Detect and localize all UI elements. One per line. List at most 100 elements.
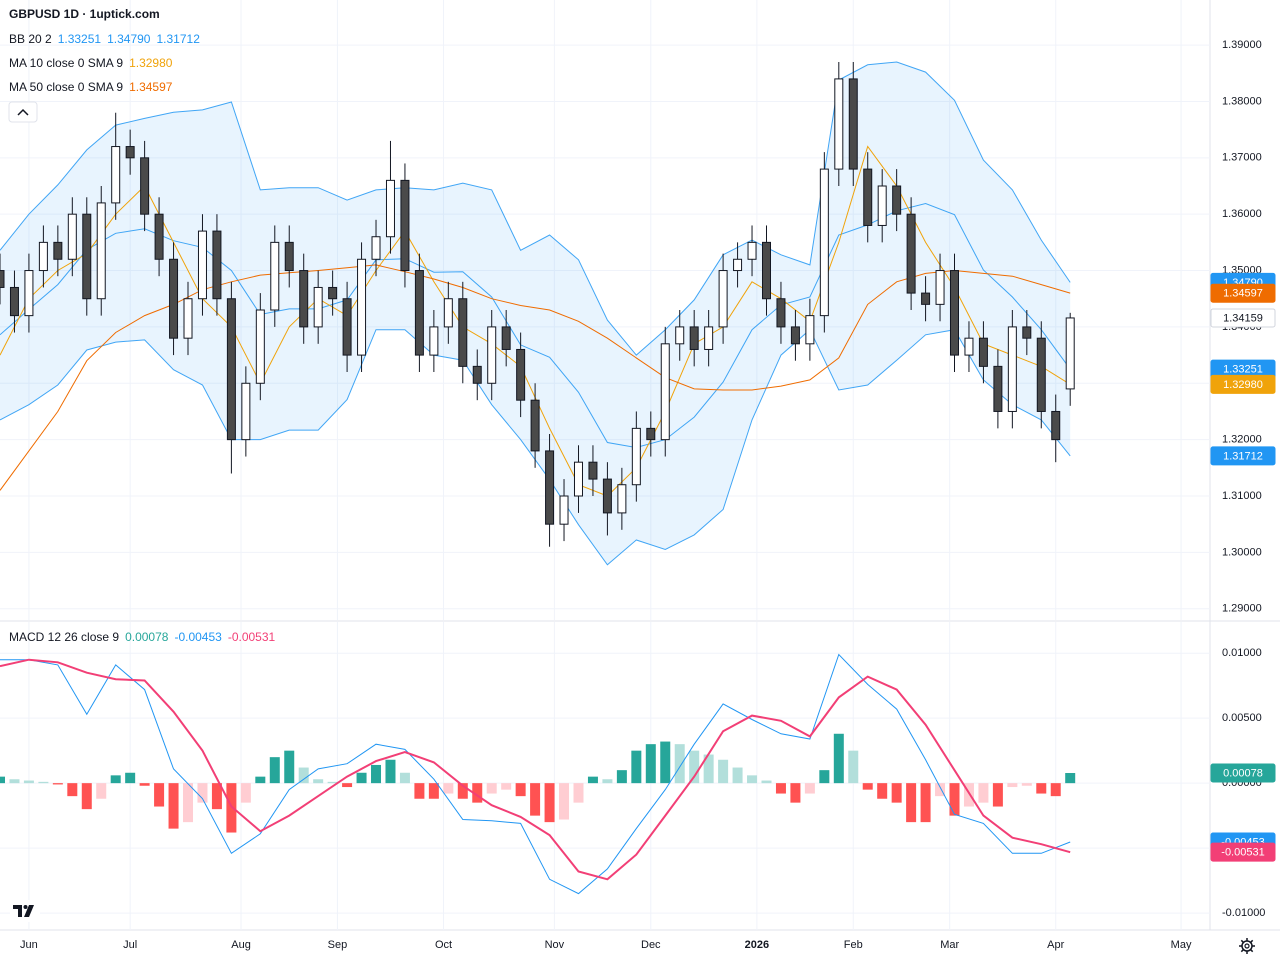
price-tag: -0.00531	[1210, 842, 1276, 862]
candle-body	[761, 241, 771, 300]
histogram-bar	[154, 783, 165, 807]
candle	[125, 129, 135, 175]
candle-body	[96, 202, 106, 300]
macd-line	[0, 658, 1071, 881]
candle	[863, 152, 873, 243]
histogram-bar	[616, 770, 627, 784]
candle	[877, 169, 887, 243]
candle-body	[357, 258, 367, 356]
candle-body	[1051, 410, 1061, 441]
candle-body	[545, 450, 555, 525]
candle-body	[602, 478, 612, 514]
legend-value: 1.31712	[156, 32, 200, 46]
x-tick-label: Jul	[123, 939, 137, 951]
candle-body	[964, 337, 974, 356]
candle-body	[834, 78, 844, 170]
histogram-bar	[790, 783, 801, 803]
candle	[646, 411, 656, 457]
candle-body	[284, 241, 294, 272]
candle-body	[487, 326, 497, 384]
histogram-bar	[660, 741, 671, 784]
candle	[950, 253, 960, 372]
candle-body	[559, 495, 569, 525]
legend-value: 1.33251	[58, 32, 102, 46]
y-tick-label: 1.39000	[1222, 39, 1262, 51]
candle	[559, 479, 569, 542]
candle-body	[646, 427, 656, 441]
settings-button[interactable]	[1239, 938, 1255, 954]
price-tag-box	[1210, 763, 1276, 783]
histogram-bar	[371, 764, 382, 784]
histogram-bar	[298, 767, 309, 784]
candle	[299, 253, 309, 344]
candle-body	[1022, 326, 1032, 339]
histogram-bar	[631, 750, 642, 784]
candle	[747, 225, 757, 277]
price-tag-box	[1210, 308, 1276, 328]
legend-value: 1.32980	[129, 56, 173, 70]
candle	[848, 62, 858, 186]
histogram-bar	[255, 776, 266, 784]
histogram-bar	[935, 783, 946, 797]
candle-body	[1036, 337, 1046, 412]
candle-body	[733, 258, 743, 272]
histogram-bar	[399, 772, 410, 784]
price-tag-label: 1.34597	[1223, 288, 1263, 300]
histogram-bar	[327, 781, 338, 784]
candle-body	[675, 326, 685, 345]
histogram-bar	[428, 783, 439, 799]
candle-body	[573, 461, 583, 497]
price-tag: 1.32980	[1210, 374, 1276, 394]
histogram-bar	[342, 783, 353, 788]
candle-body	[588, 461, 598, 480]
collapse-button[interactable]	[8, 101, 38, 123]
histogram-bar	[240, 783, 251, 803]
candle-body	[458, 298, 468, 367]
histogram-bar	[703, 754, 714, 784]
histogram-bar	[963, 783, 974, 807]
y-tick-label: 1.36000	[1222, 208, 1262, 220]
histogram-bar	[443, 783, 454, 794]
candle	[530, 383, 540, 468]
histogram-bar	[52, 783, 63, 785]
candle	[776, 281, 786, 344]
candle	[226, 281, 236, 474]
candle	[993, 349, 1003, 429]
price-tag-label: 1.33251	[1223, 364, 1263, 376]
candle-body	[226, 298, 236, 441]
candle-body	[689, 326, 699, 350]
macd-line	[0, 653, 1071, 895]
plot-layer	[0, 61, 1076, 895]
logo[interactable]	[10, 900, 40, 922]
candle-body	[1007, 326, 1017, 412]
candle	[978, 321, 988, 384]
legend-value: -0.00453	[174, 630, 222, 644]
candle	[1051, 394, 1061, 463]
histogram-bar	[269, 757, 280, 784]
candle-body	[255, 309, 265, 384]
histogram-bar	[38, 781, 49, 784]
histogram-bar	[9, 779, 20, 784]
candle	[96, 186, 106, 316]
legend-name: MACD 12 26 close 9	[9, 630, 119, 644]
candle-body	[342, 298, 352, 356]
histogram-bar	[602, 779, 613, 784]
candle-body	[24, 270, 34, 317]
histogram-bar	[573, 783, 584, 803]
candle-body	[617, 484, 627, 514]
candle	[328, 270, 338, 316]
x-tick-label: Feb	[844, 939, 863, 951]
candle	[689, 310, 699, 367]
candle-body	[270, 241, 280, 311]
candle	[834, 62, 844, 186]
histogram-bar	[877, 783, 888, 799]
candle	[1065, 312, 1075, 406]
candle	[385, 140, 395, 254]
price-tag-box	[1210, 446, 1276, 466]
band-upper	[0, 61, 1071, 356]
candle	[255, 293, 265, 401]
candle	[284, 225, 294, 288]
histogram-bar	[168, 783, 179, 829]
candle	[414, 253, 424, 372]
